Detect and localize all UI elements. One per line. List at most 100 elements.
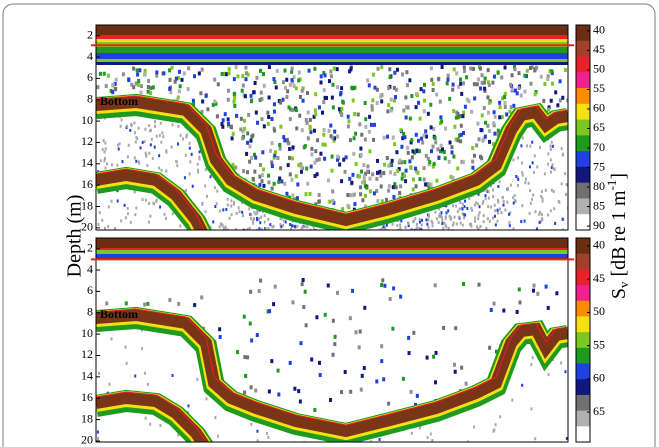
speckle bbox=[413, 166, 417, 171]
speckle bbox=[431, 439, 434, 442]
speckle bbox=[303, 144, 307, 149]
speckle bbox=[230, 136, 234, 141]
speckle bbox=[214, 205, 217, 209]
colorbar-swatch bbox=[576, 166, 590, 184]
speckle bbox=[502, 203, 505, 207]
speckle bbox=[521, 170, 524, 174]
speckle bbox=[451, 82, 455, 87]
speckle bbox=[467, 99, 471, 104]
speckle bbox=[220, 122, 224, 127]
speckle bbox=[372, 122, 376, 127]
speckle bbox=[461, 114, 465, 119]
speckle bbox=[399, 223, 402, 227]
speckle bbox=[409, 140, 413, 145]
speckle bbox=[351, 288, 355, 293]
speckle bbox=[98, 211, 101, 215]
speckle bbox=[231, 162, 235, 167]
speckle bbox=[267, 226, 270, 230]
speckle bbox=[358, 329, 362, 334]
speckle bbox=[551, 144, 554, 148]
speckle bbox=[427, 162, 431, 167]
speckle bbox=[336, 154, 340, 159]
speckle bbox=[434, 380, 438, 385]
speckle bbox=[165, 169, 168, 173]
speckle bbox=[375, 87, 379, 92]
speckle bbox=[299, 162, 303, 167]
speckle bbox=[274, 85, 278, 90]
speckle bbox=[177, 89, 181, 94]
speckle bbox=[163, 212, 166, 216]
speckle bbox=[414, 105, 418, 110]
speckle bbox=[248, 207, 251, 211]
speckle bbox=[153, 120, 156, 124]
speckle bbox=[487, 196, 490, 200]
speckle bbox=[252, 221, 255, 225]
speckle bbox=[549, 144, 552, 148]
speckle bbox=[280, 225, 283, 229]
speckle bbox=[315, 172, 319, 177]
speckle bbox=[161, 131, 164, 135]
speckle bbox=[465, 75, 469, 80]
speckle bbox=[460, 91, 464, 96]
speckle bbox=[408, 116, 412, 121]
speckle bbox=[309, 130, 313, 135]
speckle bbox=[321, 142, 325, 147]
speckle bbox=[509, 211, 512, 215]
speckle bbox=[285, 95, 289, 100]
speckle bbox=[501, 196, 504, 200]
speckle bbox=[282, 135, 286, 140]
speckle bbox=[392, 85, 396, 90]
speckle bbox=[290, 227, 293, 230]
speckle bbox=[384, 197, 388, 202]
speckle bbox=[475, 143, 479, 148]
speckle bbox=[471, 146, 475, 151]
speckle bbox=[249, 93, 253, 98]
y-tick-label: 6 bbox=[87, 283, 93, 297]
colorbar-swatch bbox=[576, 363, 590, 380]
speckle bbox=[96, 85, 100, 90]
speckle bbox=[256, 439, 259, 442]
speckle bbox=[300, 226, 303, 230]
speckle bbox=[330, 154, 334, 159]
speckle bbox=[392, 286, 396, 291]
speckle bbox=[251, 133, 255, 138]
speckle bbox=[379, 173, 383, 178]
speckle bbox=[437, 155, 441, 160]
speckle bbox=[300, 88, 304, 93]
speckle bbox=[348, 176, 352, 181]
speckle bbox=[303, 289, 307, 294]
speckle bbox=[393, 172, 397, 177]
colorbar-tick-label: 55 bbox=[593, 337, 605, 351]
speckle bbox=[155, 198, 158, 202]
speckle bbox=[496, 219, 499, 223]
speckle bbox=[339, 390, 343, 395]
speckle bbox=[331, 318, 335, 323]
speckle bbox=[423, 82, 427, 87]
speckle bbox=[477, 282, 481, 287]
speckle bbox=[497, 200, 500, 204]
speckle bbox=[471, 208, 474, 212]
speckle bbox=[147, 78, 151, 83]
speckle bbox=[432, 161, 436, 166]
speckle bbox=[547, 105, 551, 110]
speckle bbox=[498, 105, 502, 110]
speckle bbox=[534, 210, 537, 214]
speckle bbox=[387, 188, 391, 193]
speckle bbox=[315, 158, 319, 163]
speckle bbox=[313, 66, 317, 71]
speckle bbox=[471, 165, 475, 170]
speckle bbox=[449, 174, 453, 179]
speckle bbox=[483, 86, 487, 91]
speckle bbox=[447, 226, 450, 230]
speckle bbox=[484, 197, 487, 201]
speckle bbox=[487, 83, 491, 88]
speckle bbox=[564, 370, 567, 374]
speckle bbox=[98, 71, 102, 76]
speckle bbox=[260, 228, 263, 230]
speckle bbox=[201, 99, 205, 104]
speckle bbox=[375, 176, 379, 181]
speckle bbox=[548, 69, 552, 74]
speckle bbox=[191, 184, 194, 188]
speckle bbox=[549, 209, 552, 213]
speckle bbox=[564, 192, 567, 196]
